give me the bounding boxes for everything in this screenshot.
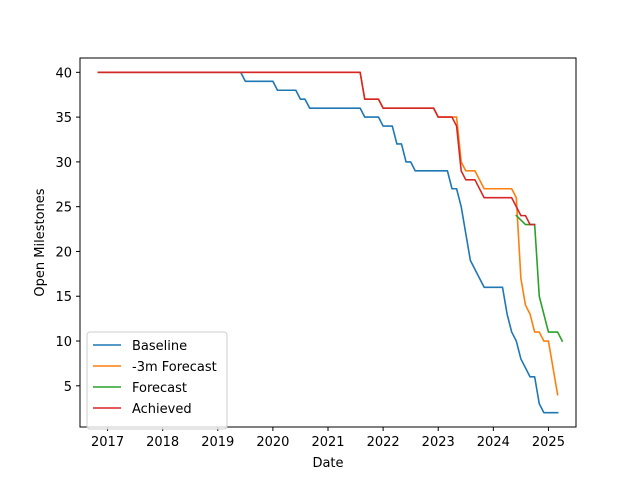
- y-axis: 5 10 15 20 25 30 35 40: [55, 66, 80, 395]
- x-tick-label: 2021: [311, 435, 344, 450]
- series-line-forecast: [515, 214, 564, 343]
- x-tick-label: 2022: [367, 435, 400, 450]
- x-tick-label: 2023: [422, 435, 455, 450]
- x-axis-label: Date: [312, 456, 343, 471]
- y-tick-label: 5: [64, 380, 72, 395]
- legend-entry-label: Baseline: [132, 339, 187, 354]
- x-axis: 2017 2018 2019 2020 2021 2022 2023 2024 2025: [91, 427, 565, 450]
- series-line-achieved: [97, 71, 536, 226]
- x-tick-label: 2024: [477, 435, 510, 450]
- legend-box: [86, 331, 228, 430]
- legend-entry-label: -3m Forecast: [132, 360, 217, 375]
- x-tick-label: 2020: [256, 435, 289, 450]
- legend: Baseline -3m Forecast Forecast Achieved: [86, 331, 228, 430]
- y-tick-label: 15: [55, 290, 72, 305]
- x-tick-label: 2017: [91, 435, 124, 450]
- legend-entry-label: Forecast: [132, 381, 187, 396]
- x-tick-label: 2018: [146, 435, 179, 450]
- y-tick-label: 25: [55, 201, 72, 216]
- series-line-baseline: [97, 71, 559, 414]
- y-tick-label: 35: [55, 111, 72, 126]
- series-layer: [97, 71, 564, 414]
- legend-entry-label: Achieved: [132, 402, 192, 417]
- y-tick-label: 40: [55, 66, 72, 81]
- y-tick-label: 20: [55, 245, 72, 260]
- y-tick-label: 30: [55, 156, 72, 171]
- y-tick-label: 10: [55, 335, 72, 350]
- x-tick-label: 2025: [532, 435, 565, 450]
- y-axis-label: Open Milestones: [33, 188, 48, 296]
- x-tick-label: 2019: [201, 435, 234, 450]
